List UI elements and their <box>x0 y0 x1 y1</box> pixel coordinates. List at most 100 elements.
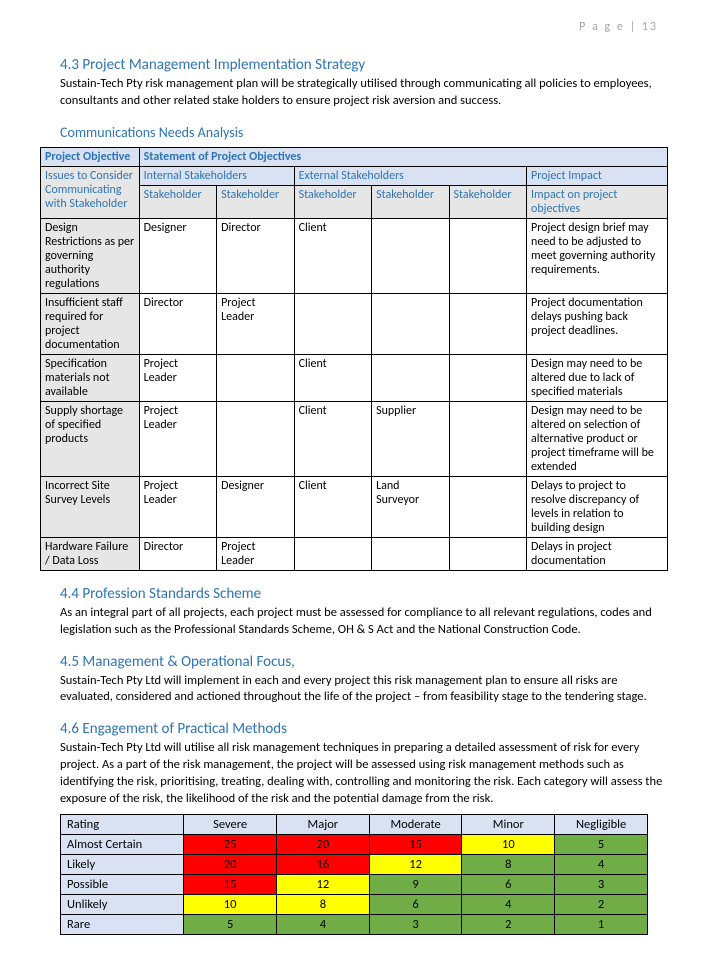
sub-stk-5: Stakeholder <box>449 185 526 218</box>
cell-stakeholder: Director <box>139 537 216 570</box>
risk-cell: 20 <box>277 834 370 854</box>
cell-stakeholder: Director <box>217 218 294 293</box>
cell-stakeholder: Client <box>294 218 371 293</box>
cell-impact: Delays in project documentation <box>527 537 668 570</box>
th-impact: Project Impact <box>527 166 668 185</box>
risk-col-head: Negligible <box>555 814 648 834</box>
cell-stakeholder <box>449 401 526 476</box>
risk-cell: 25 <box>184 834 277 854</box>
risk-row-label: Possible <box>61 874 184 894</box>
cell-issue: Insufficient staff required for project … <box>41 293 140 354</box>
risk-cell: 20 <box>184 854 277 874</box>
heading-4-5: 4.5 Management & Operational Focus, <box>60 653 668 671</box>
risk-cell: 3 <box>555 874 648 894</box>
cell-stakeholder <box>294 537 371 570</box>
cell-stakeholder <box>372 537 449 570</box>
risk-row-label: Rare <box>61 914 184 934</box>
heading-comms-analysis: Communications Needs Analysis <box>60 124 668 141</box>
th-rating: Rating <box>61 814 184 834</box>
sub-stk-4: Stakeholder <box>372 185 449 218</box>
th-issues: Issues to Consider Communicating with St… <box>41 166 140 218</box>
cell-stakeholder <box>372 293 449 354</box>
cell-stakeholder: Project Leader <box>139 354 216 401</box>
risk-row: Likely20161284 <box>61 854 648 874</box>
risk-row: Rare54321 <box>61 914 648 934</box>
sub-impact: Impact on project objectives <box>527 185 668 218</box>
cell-stakeholder <box>217 354 294 401</box>
sub-stk-3: Stakeholder <box>294 185 371 218</box>
text-4-4: As an integral part of all projects, eac… <box>60 605 668 639</box>
cell-issue: Specification materials not available <box>41 354 140 401</box>
risk-row: Possible1512963 <box>61 874 648 894</box>
cell-stakeholder: Project Leader <box>139 476 216 537</box>
risk-cell: 12 <box>369 854 462 874</box>
text-4-6: Sustain-Tech Pty Ltd will utilise all ri… <box>60 740 668 808</box>
risk-cell: 10 <box>184 894 277 914</box>
document-page: P a g e | 13 4.3 Project Management Impl… <box>0 0 708 965</box>
cell-stakeholder <box>449 476 526 537</box>
risk-matrix-table: Rating SevereMajorModerateMinorNegligibl… <box>60 814 648 935</box>
heading-4-6: 4.6 Engagement of Practical Methods <box>60 720 668 738</box>
table-row: Specification materials not availablePro… <box>41 354 668 401</box>
table-row: Supply shortage of specified productsPro… <box>41 401 668 476</box>
cell-stakeholder: Designer <box>139 218 216 293</box>
th-project-objective: Project Objective <box>41 147 140 166</box>
communications-table: Project Objective Statement of Project O… <box>40 147 668 571</box>
risk-cell: 12 <box>277 874 370 894</box>
cell-stakeholder <box>449 293 526 354</box>
risk-cell: 8 <box>462 854 555 874</box>
cell-impact: Delays to project to resolve discrepancy… <box>527 476 668 537</box>
page-number: P a g e | 13 <box>40 20 668 42</box>
risk-col-head: Major <box>277 814 370 834</box>
cell-impact: Design may need to be altered on selecti… <box>527 401 668 476</box>
cell-stakeholder <box>449 218 526 293</box>
risk-col-head: Moderate <box>369 814 462 834</box>
risk-cell: 4 <box>555 854 648 874</box>
cell-stakeholder <box>217 401 294 476</box>
risk-cell: 10 <box>462 834 555 854</box>
cell-stakeholder: Client <box>294 476 371 537</box>
cell-stakeholder: Client <box>294 354 371 401</box>
th-external: External Stakeholders <box>294 166 526 185</box>
risk-cell: 15 <box>369 834 462 854</box>
table-row: Insufficient staff required for project … <box>41 293 668 354</box>
cell-issue: Incorrect Site Survey Levels <box>41 476 140 537</box>
heading-4-4: 4.4 Profession Standards Scheme <box>60 585 668 603</box>
cell-stakeholder: Client <box>294 401 371 476</box>
risk-cell: 15 <box>184 874 277 894</box>
text-4-5: Sustain-Tech Pty Ltd will implement in e… <box>60 673 668 707</box>
cell-stakeholder <box>294 293 371 354</box>
heading-4-3: 4.3 Project Management Implementation St… <box>60 56 668 74</box>
table-row: Incorrect Site Survey LevelsProject Lead… <box>41 476 668 537</box>
table-row: Hardware Failure / Data LossDirectorProj… <box>41 537 668 570</box>
cell-stakeholder: Designer <box>217 476 294 537</box>
th-internal: Internal Stakeholders <box>139 166 294 185</box>
text-4-3: Sustain-Tech Pty risk management plan wi… <box>60 76 668 110</box>
risk-cell: 3 <box>369 914 462 934</box>
cell-stakeholder: Project Leader <box>217 537 294 570</box>
cell-stakeholder: Land Surveyor <box>372 476 449 537</box>
cell-impact: Design may need to be altered due to lac… <box>527 354 668 401</box>
risk-cell: 6 <box>369 894 462 914</box>
cell-issue: Design Restrictions as per governing aut… <box>41 218 140 293</box>
risk-cell: 8 <box>277 894 370 914</box>
cell-stakeholder <box>449 354 526 401</box>
risk-col-head: Minor <box>462 814 555 834</box>
risk-row: Unlikely108642 <box>61 894 648 914</box>
risk-cell: 4 <box>462 894 555 914</box>
risk-row-label: Likely <box>61 854 184 874</box>
cell-stakeholder: Supplier <box>372 401 449 476</box>
risk-cell: 5 <box>184 914 277 934</box>
cell-stakeholder: Project Leader <box>139 401 216 476</box>
cell-stakeholder <box>372 218 449 293</box>
cell-stakeholder: Director <box>139 293 216 354</box>
risk-cell: 2 <box>555 894 648 914</box>
cell-stakeholder <box>449 537 526 570</box>
risk-cell: 9 <box>369 874 462 894</box>
risk-cell: 1 <box>555 914 648 934</box>
table-row: Design Restrictions as per governing aut… <box>41 218 668 293</box>
risk-row: Almost Certain252015105 <box>61 834 648 854</box>
risk-cell: 6 <box>462 874 555 894</box>
cell-stakeholder: Project Leader <box>217 293 294 354</box>
sub-stk-1: Stakeholder <box>139 185 216 218</box>
